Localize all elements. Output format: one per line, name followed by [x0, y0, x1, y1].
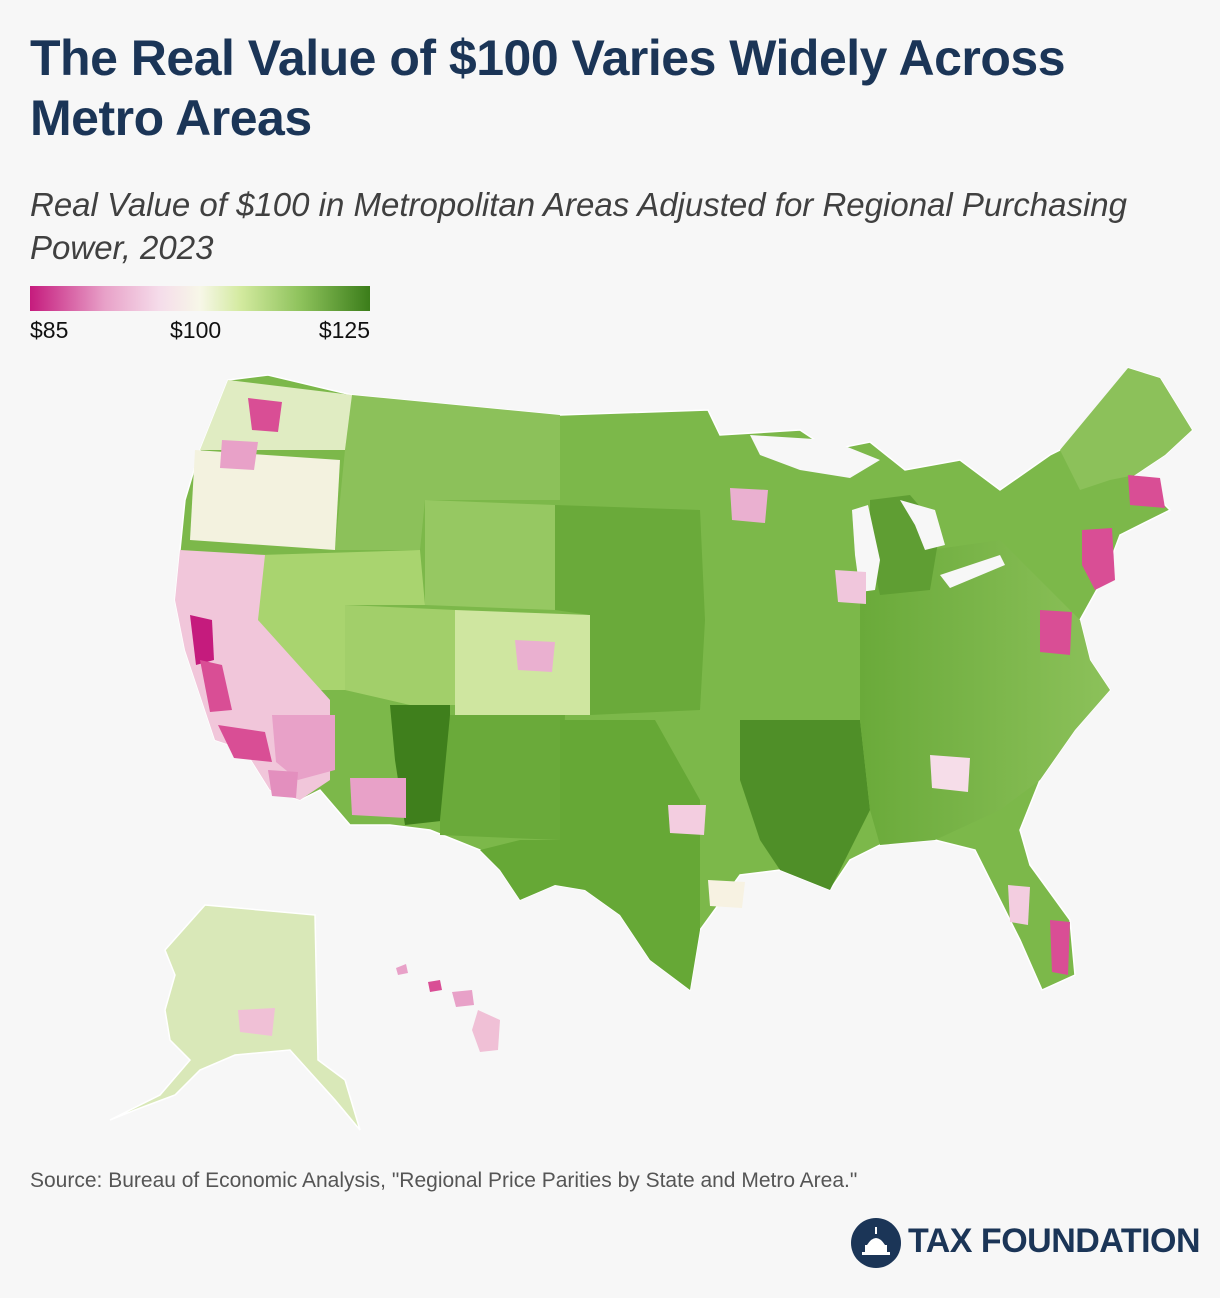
legend-max-label: $125 [318, 317, 370, 343]
lake-erie [940, 555, 1005, 588]
legend-mid-label: $100 [170, 317, 222, 343]
metro-seattle [248, 398, 282, 432]
region-mountain-west [258, 550, 425, 690]
metro-minneapolis [730, 488, 768, 523]
metro-tampa [1008, 885, 1030, 925]
region-plains [555, 505, 705, 715]
region-wyoming [425, 500, 555, 610]
lake-superior [750, 435, 880, 478]
hawaii-maui [452, 990, 474, 1007]
legend-gradient-bar [30, 286, 370, 311]
metro-denver [515, 640, 555, 672]
hawaii-big-island [472, 1010, 500, 1052]
metro-new-york [1082, 528, 1115, 590]
chart-title: The Real Value of $100 Varies Widely Acr… [30, 30, 1066, 146]
metro-boston [1128, 475, 1165, 508]
hawaii-oahu [428, 980, 442, 992]
region-new-england [1060, 368, 1192, 490]
legend-min-label: $85 [30, 317, 69, 343]
region-montana [335, 395, 560, 550]
metro-san-diego [268, 770, 298, 798]
hawaii-kauai [396, 964, 408, 975]
metro-los-angeles [218, 725, 272, 762]
alaska-shape [109, 904, 361, 1131]
us-metro-map [109, 367, 1193, 1131]
metro-portland [220, 440, 258, 470]
region-deep-south [740, 720, 870, 890]
metro-chicago [835, 570, 866, 604]
metro-sf-bay [190, 615, 214, 665]
region-texas [480, 720, 700, 990]
region-utah [345, 605, 455, 705]
capitol-dome-icon [851, 1218, 901, 1268]
chart-subtitle: Real Value of $100 in Metropolitan Areas… [30, 186, 1127, 266]
region-new-mexico [440, 715, 565, 840]
metro-atlanta [930, 755, 970, 792]
metro-dallas [668, 805, 706, 835]
metro-san-jose [200, 660, 232, 712]
source-note: Source: Bureau of Economic Analysis, "Re… [30, 1169, 858, 1192]
metro-miami [1050, 920, 1070, 975]
metro-houston [708, 880, 745, 908]
lake-huron [900, 500, 945, 550]
metro-washington-dc [1040, 610, 1072, 655]
tax-foundation-logo: TAX FOUNDATION [850, 1215, 1201, 1271]
region-oregon [190, 450, 340, 550]
lake-michigan [852, 505, 880, 592]
metro-phoenix [350, 778, 406, 818]
metro-inland-empire [272, 715, 335, 780]
color-legend: $85 $100 $125 [30, 286, 370, 346]
brand-name: TAX FOUNDATION [908, 1222, 1201, 1260]
metro-anchorage [238, 1008, 275, 1036]
